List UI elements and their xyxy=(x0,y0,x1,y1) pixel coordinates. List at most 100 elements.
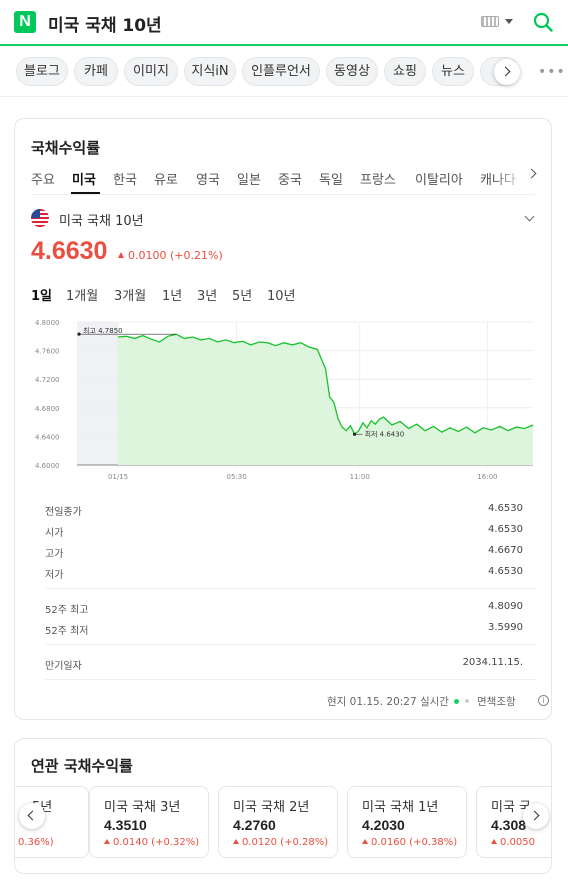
related-item-change: 0.0120 (+0.28%) xyxy=(233,837,328,848)
y-tick-label: 4.6000 xyxy=(35,462,60,470)
country-tab-china[interactable]: 중국 xyxy=(278,173,302,188)
chevron-right-icon[interactable] xyxy=(526,168,537,179)
high-label: 최고 4.7850 xyxy=(83,326,123,335)
period-tab-10y[interactable]: 10년 xyxy=(267,289,296,304)
related-item-value: 4.2030 xyxy=(362,817,405,833)
tab-news[interactable]: 뉴스 xyxy=(432,57,474,86)
x-tick-label: 11:00 xyxy=(350,473,370,481)
tab-cafe[interactable]: 카페 xyxy=(74,57,118,86)
live-indicator-icon xyxy=(465,699,469,703)
search-query[interactable]: 미국 국채 10년 xyxy=(48,16,162,36)
search-icon[interactable] xyxy=(533,12,553,32)
period-tab-1d[interactable]: 1일 xyxy=(31,289,53,304)
x-tick-label: 05:30 xyxy=(227,473,247,481)
related-item-change: 0.36%) xyxy=(18,837,54,848)
series-area xyxy=(118,334,533,465)
info-icon[interactable]: i xyxy=(538,695,549,706)
related-item-change-text: 0.0140 (+0.32%) xyxy=(113,837,200,848)
stat-label: 만기일자 xyxy=(45,661,82,672)
stat-value: 4.8090 xyxy=(488,601,523,612)
high-marker xyxy=(77,332,81,336)
naver-logo[interactable]: N xyxy=(14,11,36,33)
stat-value: 4.6670 xyxy=(488,545,523,556)
stat-label: 52주 최저 xyxy=(45,626,89,637)
tab-kin[interactable]: 지식iN xyxy=(184,57,236,86)
keyboard-icon[interactable] xyxy=(481,16,499,27)
country-tab-uk[interactable]: 영국 xyxy=(196,173,220,188)
y-tick-label: 4.6800 xyxy=(35,405,60,413)
more-dots-icon[interactable]: ••• xyxy=(538,64,566,80)
period-tab-1m[interactable]: 1개월 xyxy=(66,289,99,304)
country-tab-us[interactable]: 미국 xyxy=(72,173,96,188)
related-item-3y[interactable]: 미국 국채 3년 4.3510 0.0140 (+0.32%) xyxy=(89,786,209,858)
related-item-change: 0.0140 (+0.32%) xyxy=(104,837,199,848)
country-tab-japan[interactable]: 일본 xyxy=(237,173,261,188)
stat-label: 52주 최고 xyxy=(45,605,89,616)
current-yield: 4.6630 xyxy=(31,237,108,265)
related-item-change-text: 0.0120 (+0.28%) xyxy=(242,837,329,848)
related-item-change: 0.0050 xyxy=(491,837,535,848)
country-tab-france[interactable]: 프랑스 xyxy=(360,173,396,188)
timestamp-text: 현지 01.15. 20:27 실시간 xyxy=(327,696,449,708)
related-item-2y[interactable]: 미국 국채 2년 4.2760 0.0120 (+0.28%) xyxy=(218,786,338,858)
country-tabs-divider xyxy=(31,194,535,195)
card-title: 국채수익률 xyxy=(31,139,101,157)
stat-label: 저가 xyxy=(45,570,64,581)
y-tick-label: 4.7200 xyxy=(35,376,60,384)
period-tab-1y[interactable]: 1년 xyxy=(162,289,183,304)
stats-divider xyxy=(45,588,537,589)
period-tab-3y[interactable]: 3년 xyxy=(197,289,218,304)
stat-value: 4.6530 xyxy=(488,503,523,514)
related-item-name: 미국 국채 2년 xyxy=(233,800,310,815)
country-tab-korea[interactable]: 한국 xyxy=(113,173,137,188)
stat-label: 전일종가 xyxy=(45,507,82,518)
stat-label: 고가 xyxy=(45,549,64,560)
yield-chart[interactable]: 4.8000 4.7600 4.7200 4.6800 4.6400 4.6000 01/1… xyxy=(31,312,537,488)
category-next-button[interactable] xyxy=(494,59,520,85)
up-arrow-icon xyxy=(233,839,239,844)
yield-change: 0.0100 (+0.21%) xyxy=(128,249,223,262)
related-item-name: 미국 국채 1년 xyxy=(362,800,439,815)
stat-value: 4.6530 xyxy=(488,566,523,577)
country-tab-italy[interactable]: 이탈리아 xyxy=(415,173,463,188)
country-tab-germany[interactable]: 독일 xyxy=(319,173,343,188)
series-line xyxy=(117,333,534,436)
related-item-value: 4.2760 xyxy=(233,817,276,833)
related-item-1y[interactable]: 미국 국채 1년 4.2030 0.0160 (+0.38%) xyxy=(347,786,467,858)
related-yields-card: 연관 국채수익률 5년 0.36%) 미국 국채 3년 4.3510 0.014… xyxy=(14,738,552,874)
tab-shopping[interactable]: 쇼핑 xyxy=(384,57,426,86)
period-tab-5y[interactable]: 5년 xyxy=(232,289,253,304)
related-prev-button[interactable] xyxy=(19,803,45,829)
related-title: 연관 국채수익률 xyxy=(31,757,133,775)
y-tick-label: 4.7600 xyxy=(35,348,60,356)
tab-influencer[interactable]: 인플루언서 xyxy=(242,57,320,86)
period-tab-3m[interactable]: 3개월 xyxy=(114,289,147,304)
related-item-name: 미국 국 xyxy=(491,800,532,815)
related-item-value: 4.3510 xyxy=(104,817,147,833)
caret-down-icon[interactable] xyxy=(505,19,513,24)
related-item-change-text: 0.0160 (+0.38%) xyxy=(371,837,458,848)
bond-selector-label[interactable]: 미국 국채 10년 xyxy=(59,214,144,229)
us-flag-icon xyxy=(31,209,49,227)
active-country-indicator xyxy=(71,192,100,194)
tab-image[interactable]: 이미지 xyxy=(124,57,178,86)
country-tab-major[interactable]: 주요 xyxy=(31,173,55,188)
stat-value: 4.6530 xyxy=(488,524,523,535)
chevron-down-icon[interactable] xyxy=(524,211,535,222)
disclaimer-link[interactable]: 면책조항 xyxy=(477,696,516,708)
stat-value: 2034.11.15. xyxy=(462,657,523,668)
related-item-change: 0.0160 (+0.38%) xyxy=(362,837,457,848)
bond-yield-card: 국채수익률 주요 미국 한국 유로 영국 일본 중국 독일 프랑스 이탈리아 캐… xyxy=(14,118,552,720)
x-tick-label: 16:00 xyxy=(477,473,497,481)
country-tab-euro[interactable]: 유로 xyxy=(154,173,178,188)
prev-session-region xyxy=(77,322,119,465)
related-item-change-text: 0.0050 xyxy=(500,837,535,848)
related-item-value: 4.308 xyxy=(491,817,527,833)
y-tick-label: 4.8000 xyxy=(35,319,60,327)
tab-video[interactable]: 동영상 xyxy=(326,57,378,86)
up-arrow-icon xyxy=(104,839,110,844)
related-next-button[interactable] xyxy=(523,803,549,829)
stat-value: 3.5990 xyxy=(488,622,523,633)
stats-divider xyxy=(45,679,537,680)
tab-blog[interactable]: 블로그 xyxy=(16,57,68,86)
